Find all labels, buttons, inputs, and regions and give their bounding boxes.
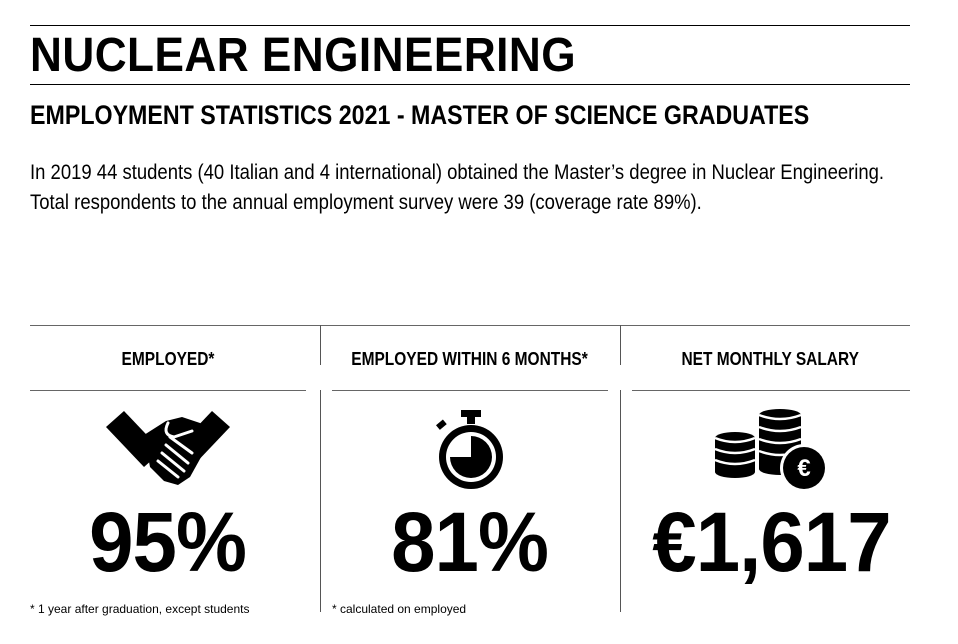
salary-value: €1,617: [632, 494, 910, 590]
employed-6m-value-text: 81%: [391, 495, 550, 589]
handshake-icon: [104, 405, 232, 491]
intro-line-2: Total respondents to the annual employme…: [30, 191, 702, 214]
column-divider-1-lower: [320, 390, 321, 612]
salary-heading: NET MONTHLY SALARY: [630, 345, 910, 373]
column-divider-2: [620, 325, 621, 365]
euro-coins-icon: €: [714, 407, 830, 493]
page-title: NUCLEAR ENGINEERING: [30, 29, 577, 82]
employed-6m-heading-rule: [332, 390, 608, 391]
top-rule: [30, 25, 910, 26]
employed-6m-heading-text: EMPLOYED WITHIN 6 MONTHS*: [351, 349, 589, 369]
salary-value-text: €1,617: [651, 495, 891, 589]
stopwatch-icon: [433, 410, 509, 492]
employed-6m-value: 81%: [332, 494, 608, 590]
column-divider-1: [320, 325, 321, 365]
employed-heading-rule: [30, 390, 306, 391]
employed-heading-text: EMPLOYED*: [121, 349, 215, 369]
svg-text:€: €: [797, 455, 810, 482]
page-subtitle: EMPLOYMENT STATISTICS 2021 - MASTER OF S…: [30, 100, 810, 130]
employed-6m-heading: EMPLOYED WITHIN 6 MONTHS*: [322, 345, 618, 373]
intro-line-1: In 2019 44 students (40 Italian and 4 in…: [30, 161, 885, 184]
employed-value-text: 95%: [89, 495, 248, 589]
title-rule: [30, 84, 910, 85]
stats-top-rule: [30, 325, 910, 326]
employed-heading: EMPLOYED*: [30, 345, 306, 373]
salary-heading-rule: [632, 390, 910, 391]
employed-6m-footnote: * calculated on employed: [332, 602, 467, 616]
salary-heading-text: NET MONTHLY SALARY: [681, 349, 859, 369]
column-divider-2-lower: [620, 390, 621, 612]
employed-value: 95%: [30, 494, 306, 590]
employed-footnote: * 1 year after graduation, except studen…: [30, 602, 250, 616]
intro-text: In 2019 44 students (40 Italian and 4 in…: [30, 158, 919, 218]
